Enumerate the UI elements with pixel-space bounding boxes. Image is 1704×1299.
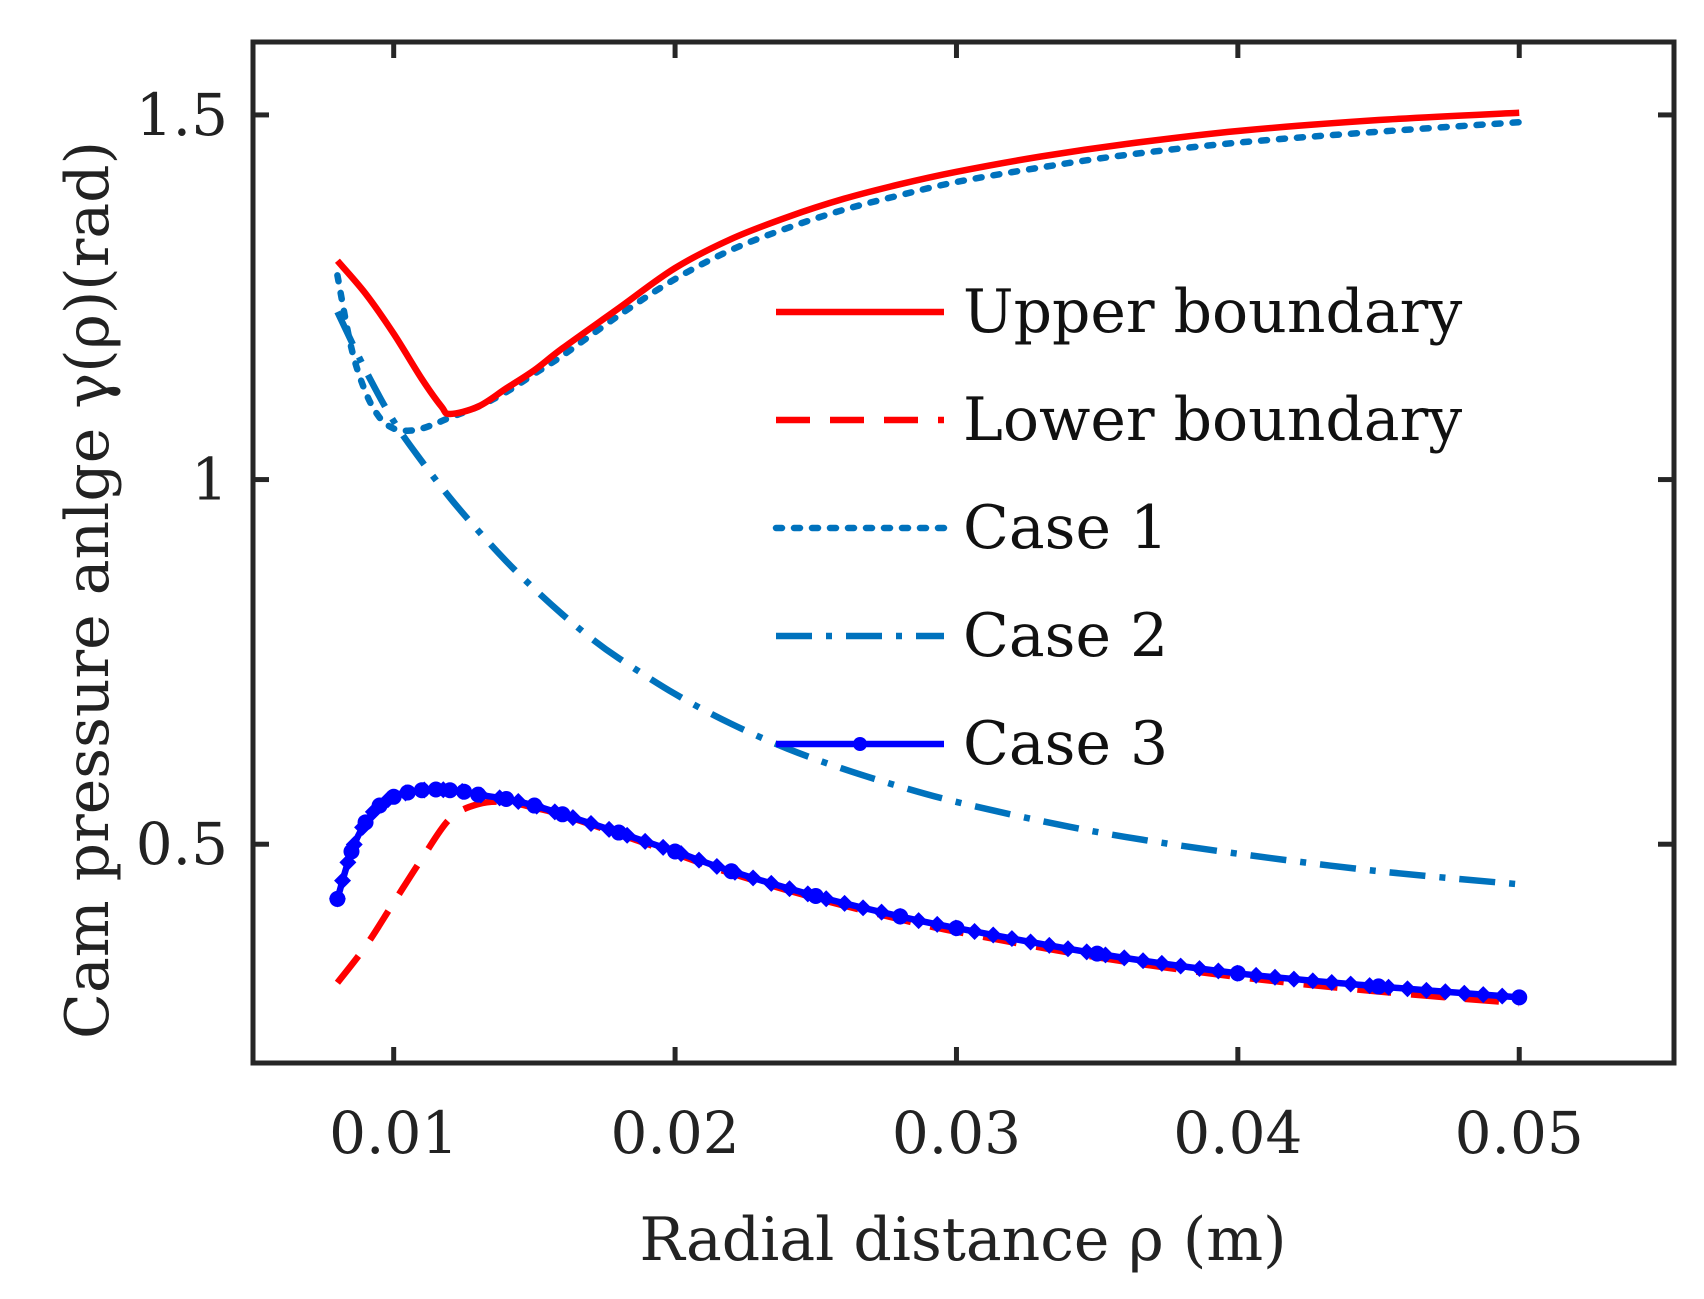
data-point-case-3 xyxy=(1089,945,1106,962)
series-marker-case-3 xyxy=(873,903,891,921)
legend-marker-case-3 xyxy=(853,737,867,751)
series-marker-case-3 xyxy=(966,923,984,940)
legend: Upper boundary Lower boundary Case 1 Case 2… xyxy=(772,277,1462,779)
x-axis-label: Radial distance ρ (m) xyxy=(639,1205,1286,1275)
series-marker-case-3 xyxy=(984,926,1002,944)
series-line-case-1 xyxy=(334,118,1523,434)
x-tick-label: 0.03 xyxy=(892,1099,1021,1167)
series-marker-case-3 xyxy=(708,857,726,875)
series-marker-case-3 xyxy=(1436,983,1454,1001)
series-marker-case-3 xyxy=(1399,980,1416,998)
ticks-layer: 0.01 0.02 0.03 0.04 0.05 0.5 1 1.5 xyxy=(136,42,1674,1167)
series-marker-case-3 xyxy=(690,851,708,869)
data-point-case-3 xyxy=(427,781,444,798)
legend-label-case-1: Case 1 xyxy=(963,493,1168,563)
series-marker-case-3 xyxy=(910,912,928,930)
series-marker-case-3 xyxy=(1003,930,1021,948)
y-tick-label: 0.5 xyxy=(136,810,228,878)
series-marker-case-3 xyxy=(928,915,946,933)
series-marker-case-3 xyxy=(582,814,600,832)
series-marker-case-3 xyxy=(334,872,352,890)
data-point-case-3 xyxy=(526,797,543,814)
series-marker-case-3 xyxy=(1285,970,1303,988)
data-point-case-3 xyxy=(456,783,473,800)
plot-frame xyxy=(250,39,1677,1066)
data-point-case-3 xyxy=(892,908,909,925)
data-point-case-3 xyxy=(554,806,571,823)
series-layer xyxy=(328,109,1528,1007)
series-marker-case-3 xyxy=(1153,954,1171,972)
series-marker-case-3 xyxy=(1191,960,1208,978)
series-line-upper-boundary xyxy=(334,109,1520,418)
series-marker-case-3 xyxy=(1474,986,1492,1004)
legend-label-case-3: Case 3 xyxy=(963,709,1168,779)
axes-layer xyxy=(250,39,1677,1066)
series-marker-case-3 xyxy=(1115,949,1133,967)
data-point-case-3 xyxy=(498,791,515,807)
series-marker-case-3 xyxy=(781,880,799,898)
series-marker-case-3 xyxy=(1323,973,1341,991)
y-tick-label: 1.5 xyxy=(136,81,228,149)
data-point-case-3 xyxy=(441,782,458,799)
data-point-case-3 xyxy=(948,920,965,937)
series-marker-case-3 xyxy=(1342,975,1360,993)
series-marker-case-3 xyxy=(744,869,762,887)
legend-label-lower-boundary: Lower boundary xyxy=(963,385,1462,455)
series-marker-case-3 xyxy=(1304,972,1322,990)
y-tick-label: 1 xyxy=(191,446,228,514)
series-marker-case-3 xyxy=(762,874,780,892)
series-marker-case-3 xyxy=(854,899,872,917)
series-marker-case-3 xyxy=(1266,968,1284,986)
legend-label-upper-boundary: Upper boundary xyxy=(963,277,1462,347)
series-marker-case-3 xyxy=(1040,936,1058,954)
data-point-case-3 xyxy=(357,814,374,831)
data-point-case-3 xyxy=(329,890,346,907)
series-marker-case-3 xyxy=(1209,962,1227,980)
data-point-case-3 xyxy=(343,843,360,860)
series-marker-case-3 xyxy=(636,832,654,850)
series-marker-case-3 xyxy=(1059,940,1077,958)
data-point-case-3 xyxy=(667,843,684,860)
x-tick-label: 0.01 xyxy=(329,1099,458,1167)
data-point-case-3 xyxy=(1511,989,1528,1006)
series-marker-case-3 xyxy=(1172,957,1190,975)
data-point-case-3 xyxy=(1229,965,1246,982)
x-tick-label: 0.05 xyxy=(1455,1099,1584,1167)
series-marker-case-3 xyxy=(1455,984,1473,1002)
data-point-case-3 xyxy=(1370,978,1387,995)
legend-label-case-2: Case 2 xyxy=(963,601,1168,671)
series-marker-case-3 xyxy=(1022,933,1040,951)
data-point-case-3 xyxy=(470,786,487,803)
data-point-case-3 xyxy=(723,863,740,880)
y-axis-label: Cam pressure anlge γ(ρ)(rad) xyxy=(53,141,123,1039)
series-marker-case-3 xyxy=(1493,987,1511,1005)
data-point-case-3 xyxy=(399,784,416,801)
x-tick-label: 0.04 xyxy=(1173,1099,1302,1167)
series-line-case-2 xyxy=(334,310,1520,888)
series-marker-case-3 xyxy=(1417,981,1435,999)
series-marker-case-3 xyxy=(836,894,854,912)
data-point-case-3 xyxy=(610,824,627,841)
series-marker-case-3 xyxy=(1247,966,1265,984)
data-point-case-3 xyxy=(413,782,430,799)
x-tick-label: 0.02 xyxy=(611,1099,740,1167)
data-point-case-3 xyxy=(807,887,824,904)
data-point-case-3 xyxy=(385,788,402,805)
series-marker-case-3 xyxy=(1134,952,1152,970)
data-point-case-3 xyxy=(371,797,388,814)
